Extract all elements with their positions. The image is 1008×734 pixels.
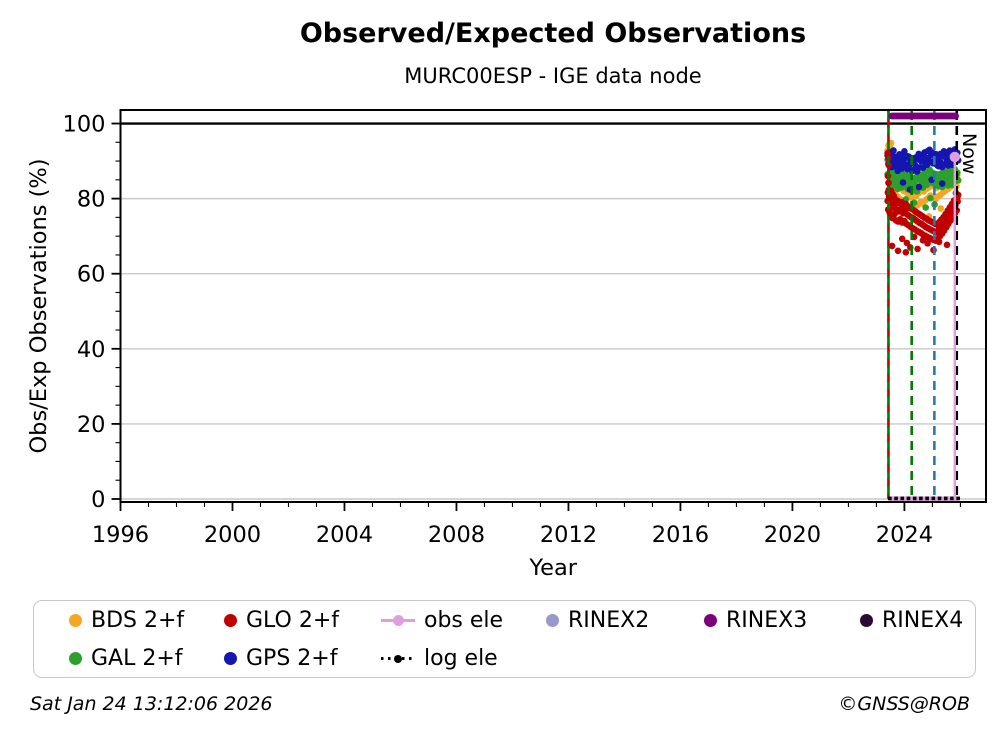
legend-item-bds-2-f: BDS 2+f [69,606,184,634]
legend-item-rinex2: RINEX2 [546,606,649,634]
x-tick-label: 2016 [652,522,709,548]
data-point [943,241,951,249]
data-point [898,235,906,243]
obs-ele-last-point [949,151,961,163]
log-ele-dot [888,496,892,501]
glo-2-f-marker-icon [224,613,237,627]
log-ele-dot [931,496,936,501]
legend-label-gps-2-f: GPS 2+f [246,645,338,671]
log-ele-dot [956,496,960,501]
data-point [914,245,921,253]
log-ele-dots [888,496,960,501]
gps-2-f-marker-icon [224,651,237,665]
data-point [935,238,943,246]
log-ele-marker-icon [381,652,415,665]
legend-label-rinex3: RINEX3 [726,607,808,633]
legend-label-rinex2: RINEX2 [568,607,650,633]
legend-label-glo-2-f: GLO 2+f [246,607,340,633]
obs-ele-dot [392,615,404,626]
data-point [899,179,907,186]
log-ele-dot [906,496,911,501]
data-point [890,193,898,200]
x-axis-label: Year [528,555,577,581]
data-point [890,147,897,154]
legend-item-rinex4: RINEX4 [860,606,963,634]
obs-ele-zero-run [888,496,960,502]
bds-2-f-marker-icon [69,613,82,627]
legend-label-log-ele: log ele [424,645,498,671]
y-tick-label: 20 [77,412,106,438]
data-point [924,240,931,247]
legend-label-obs-ele: obs ele [424,607,504,633]
rinex3-run [888,112,960,120]
legend-label-gal-2-f: GAL 2+f [91,645,183,671]
log-ele-dot [950,496,954,501]
log-ele-dot [937,496,942,501]
y-tick-label: 40 [77,337,106,363]
log-ele-dot [925,496,929,501]
rinex4-marker-icon [860,613,873,627]
tick-labels: 1996 2000 2004 2008 2012 2016 2020 2024 0 20 40 60 8… [63,112,933,548]
y-tick-label: 80 [77,187,106,213]
y-tick-label: 0 [91,487,105,513]
log-ele-dot [900,496,905,501]
data-point [903,239,911,247]
x-tick-label: 2008 [428,522,485,548]
y-tick-label: 60 [77,262,106,288]
chart-plot-area: Now 1996 2000 2004 2008 2012 2016 2020 2024 0 20 40… [26,109,987,581]
data-point [937,205,945,212]
legend-label-bds-2-f: BDS 2+f [91,607,185,633]
now-label: Now [958,133,980,174]
x-tick-label: 2004 [316,522,373,548]
plot-border [119,109,987,503]
data-point [919,237,927,244]
y-gridlines [120,197,986,500]
event-lines [887,111,959,499]
legend-item-gal-2-f: GAL 2+f [69,644,183,672]
x-tick-label: 2000 [204,522,261,548]
legend-label-rinex4: RINEX4 [882,607,964,633]
data-point [894,247,902,255]
gal-2-f-marker-icon [69,651,82,665]
legend-item-rinex3: RINEX3 [704,606,807,634]
legend-item-glo-2-f: GLO 2+f [224,606,339,634]
x-tick-label: 2020 [764,522,821,548]
data-point [888,242,896,250]
rinex2-marker-icon [546,613,559,627]
log-ele-dot [394,654,402,663]
footer-credit: ©GNSS@ROB [838,693,970,715]
obs-ele-marker-icon [381,614,415,627]
x-tick-label: 2024 [876,522,933,548]
log-ele-dot [912,496,917,501]
footer-timestamp: Sat Jan 24 13:12:06 2026 [30,693,273,715]
data-point [915,183,923,191]
data-point [927,194,934,202]
log-ele-dot [919,496,923,501]
log-ele-dot [894,496,898,501]
chart-legend: BDS 2+f GLO 2+f obs ele RINEX2 RINEX3 RINEX4 G… [33,600,976,678]
axis-ticks [111,122,961,511]
log-ele-dot [943,496,948,501]
y-tick-label: 100 [63,112,106,138]
chart-title: Observed/Expected Observations [299,18,807,49]
legend-item-gps-2-f: GPS 2+f [224,644,337,672]
data-point [901,148,908,155]
x-tick-label: 1996 [92,522,149,548]
chart-subtitle: MURC00ESP - IGE data node [404,64,702,88]
x-tick-label: 2012 [540,522,597,548]
y-axis-label: Obs/Exp Observations (%) [26,158,52,453]
rinex3-marker-icon [704,613,717,627]
data-point [902,249,910,256]
data-point [922,204,929,211]
data-point [938,180,946,187]
legend-item-log-ele: log ele [381,644,498,672]
legend-item-obs-ele: obs ele [381,606,503,634]
